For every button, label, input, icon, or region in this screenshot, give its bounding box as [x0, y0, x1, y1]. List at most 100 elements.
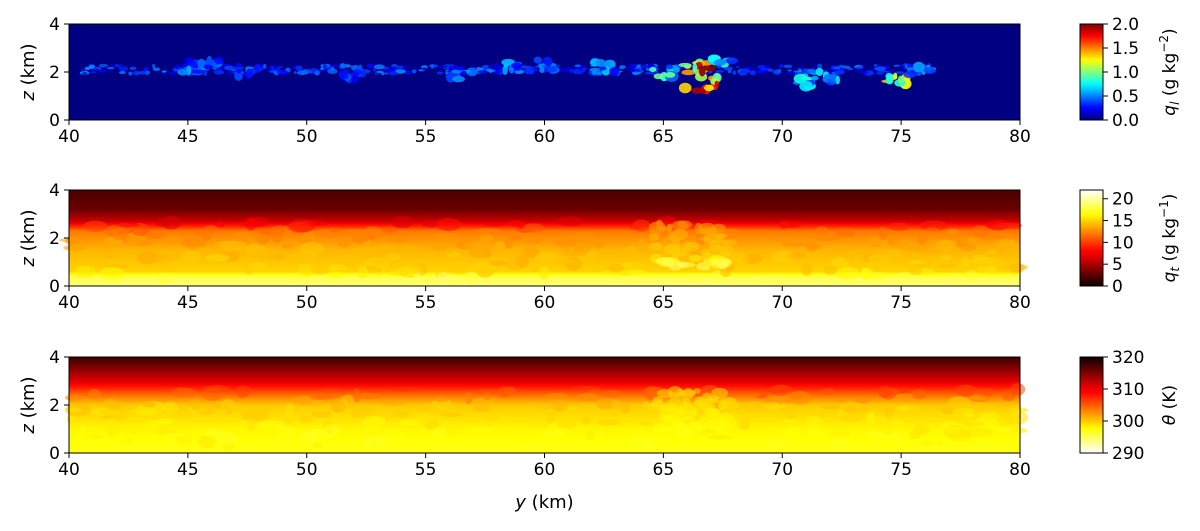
field-texture	[107, 403, 121, 411]
field-texture	[994, 401, 1013, 407]
field-texture	[752, 392, 761, 398]
colorbar-gradient	[1079, 356, 1104, 454]
plume-texture	[699, 227, 718, 236]
cloud-fragment	[763, 69, 769, 75]
x-tick-label: 75	[890, 460, 912, 480]
colorbar: 0.0 0.5 1.0 1.5 2.0 ql (g kg−2)	[1079, 15, 1182, 131]
heatmap-field	[64, 357, 1029, 453]
plume-texture	[671, 229, 689, 240]
colorbar-tick-label: 0	[1112, 277, 1123, 297]
field-texture	[403, 253, 422, 261]
field-texture	[391, 386, 419, 392]
field-texture	[840, 402, 866, 414]
field-texture	[63, 244, 86, 252]
colorbar-gradient	[1079, 189, 1104, 287]
field-texture	[271, 229, 284, 243]
y-tick-label: 2	[49, 63, 60, 83]
field-texture	[772, 250, 795, 264]
field-texture	[611, 399, 621, 411]
field-texture	[446, 252, 461, 258]
plume-texture	[707, 395, 720, 404]
plume-texture	[648, 233, 660, 241]
field-texture	[197, 435, 216, 449]
cloud-fragment	[634, 67, 643, 70]
field-texture	[572, 386, 601, 391]
field-texture	[298, 414, 314, 424]
field-texture	[64, 394, 84, 401]
field-texture	[935, 239, 957, 250]
plume-texture	[680, 401, 689, 410]
field-texture	[822, 387, 836, 396]
field-texture	[497, 415, 510, 423]
field-texture	[355, 392, 382, 400]
cloud-cell	[678, 82, 692, 94]
cloud-cell	[510, 62, 523, 69]
field-texture	[973, 416, 1000, 430]
field-texture	[362, 226, 384, 238]
plume-texture	[698, 402, 716, 411]
field-texture	[114, 222, 141, 228]
field-texture	[912, 424, 930, 435]
plume-texture	[712, 239, 729, 244]
field-texture	[1009, 263, 1025, 274]
cloud-fragment	[128, 71, 133, 76]
field-texture	[390, 216, 414, 229]
field-texture	[535, 251, 560, 263]
field-texture	[559, 244, 572, 253]
field-texture	[312, 411, 332, 418]
cloud-fragment	[152, 67, 161, 72]
cloud-fragment	[806, 69, 818, 75]
field-texture	[390, 411, 410, 418]
field-texture	[886, 248, 903, 263]
cloud-cell	[338, 70, 349, 80]
plume-texture	[677, 220, 692, 229]
cloud-cell	[501, 58, 515, 66]
y-tick-label: 2	[49, 229, 60, 249]
plume-texture	[720, 421, 731, 428]
cloud-cell	[351, 75, 359, 84]
field-texture	[509, 234, 523, 241]
field-texture	[781, 242, 806, 247]
field-texture	[805, 415, 823, 430]
cloud-fragment	[760, 67, 768, 71]
plume-texture	[699, 414, 708, 419]
colorbar-label: ql (g kg−2)	[1157, 28, 1182, 115]
plume-texture	[706, 411, 724, 423]
field-texture	[401, 243, 423, 251]
cloud-cell	[609, 60, 615, 68]
cloud-fragment	[106, 66, 115, 70]
cloud-cell	[835, 75, 840, 85]
plume-texture	[691, 425, 708, 431]
field-texture	[949, 272, 962, 281]
field-texture	[828, 436, 851, 451]
field-texture	[137, 251, 159, 265]
field-texture	[619, 401, 631, 414]
field-texture	[977, 257, 1002, 266]
cloud-fragment	[88, 64, 95, 70]
cloud-fragment	[395, 69, 406, 74]
field-texture	[788, 391, 803, 400]
cloud-cell	[725, 57, 738, 65]
x-tick-label: 50	[296, 127, 318, 147]
cloud-fragment	[568, 68, 576, 73]
panel-3: 40 45 50 55 60 65 70 75 80 0 2 4 z (km) y (km) 290 300 3…	[18, 348, 1180, 513]
field-texture	[881, 427, 892, 435]
field-texture	[947, 396, 972, 410]
cloud-fragment	[493, 64, 502, 68]
cloud-cell	[678, 62, 692, 68]
cloud-cell	[799, 80, 813, 92]
field-texture	[683, 273, 704, 282]
field-texture	[993, 241, 1006, 255]
field-texture	[860, 404, 869, 412]
field-texture	[884, 405, 894, 418]
field-texture	[371, 244, 396, 253]
field-texture	[330, 398, 346, 413]
cloud-cell	[546, 66, 557, 73]
field-texture	[636, 238, 649, 253]
field-texture	[64, 407, 81, 413]
plume-texture	[648, 242, 663, 249]
field-texture	[181, 420, 194, 427]
field-texture	[65, 237, 79, 245]
cloud-fragment	[152, 63, 156, 69]
